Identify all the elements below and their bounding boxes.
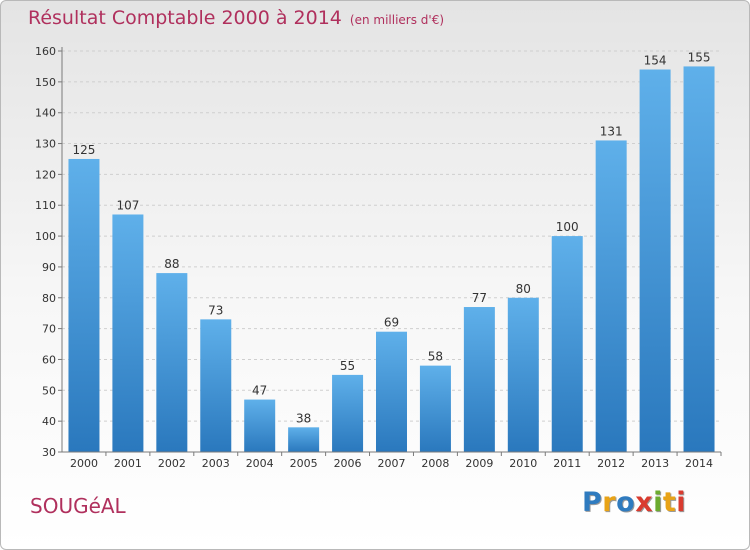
logo-letter: P bbox=[582, 487, 603, 518]
x-tick-label: 2004 bbox=[246, 457, 274, 470]
data-label: 38 bbox=[296, 411, 311, 425]
x-tick-label: 2011 bbox=[553, 457, 581, 470]
y-tick-label: 140 bbox=[35, 107, 56, 120]
data-label: 107 bbox=[116, 198, 139, 212]
chart-subtitle: (en milliers d'€) bbox=[349, 13, 445, 27]
data-label: 55 bbox=[340, 359, 355, 373]
data-label: 58 bbox=[428, 350, 443, 364]
data-label: 154 bbox=[644, 54, 667, 68]
data-label: 47 bbox=[252, 384, 267, 398]
data-label: 100 bbox=[556, 220, 579, 234]
y-tick-label: 70 bbox=[42, 323, 56, 336]
y-tick-label: 100 bbox=[35, 230, 56, 243]
logo-letter: t bbox=[662, 487, 677, 518]
bar bbox=[595, 140, 627, 452]
bar bbox=[112, 214, 144, 452]
x-tick-label: 2012 bbox=[597, 457, 625, 470]
bar bbox=[288, 427, 320, 452]
y-tick-label: 60 bbox=[42, 353, 56, 366]
chart-title: Résultat Comptable 2000 à 2014 (en millie… bbox=[28, 7, 444, 29]
bar bbox=[639, 69, 671, 452]
y-tick-label: 160 bbox=[35, 45, 56, 58]
data-label: 80 bbox=[516, 282, 531, 296]
y-tick-label: 30 bbox=[42, 446, 56, 459]
logo-letter: x bbox=[635, 487, 654, 518]
y-tick-label: 130 bbox=[35, 138, 56, 151]
x-tick-label: 2000 bbox=[70, 457, 98, 470]
x-tick-label: 2003 bbox=[202, 457, 230, 470]
x-tick-label: 2006 bbox=[334, 457, 362, 470]
bar bbox=[551, 236, 583, 452]
x-tick-label: 2009 bbox=[465, 457, 493, 470]
x-tick-label: 2014 bbox=[685, 457, 713, 470]
bar bbox=[156, 273, 188, 452]
y-tick-label: 120 bbox=[35, 168, 56, 181]
logo-letter: r bbox=[602, 487, 617, 518]
x-tick-label: 2005 bbox=[290, 457, 318, 470]
data-label: 88 bbox=[164, 257, 179, 271]
bar bbox=[463, 307, 495, 452]
bars bbox=[68, 66, 715, 452]
y-tick-label: 150 bbox=[35, 76, 56, 89]
y-tick-label: 90 bbox=[42, 261, 56, 274]
y-tick-label: 50 bbox=[42, 384, 56, 397]
y-tick-label: 110 bbox=[35, 199, 56, 212]
bar bbox=[200, 319, 232, 452]
x-tick-label: 2002 bbox=[158, 457, 186, 470]
logo-letter: i bbox=[653, 487, 663, 518]
data-label: 69 bbox=[384, 316, 399, 330]
bar bbox=[376, 331, 407, 452]
x-tick-label: 2007 bbox=[378, 457, 406, 470]
bar bbox=[332, 374, 364, 452]
y-tick-label: 40 bbox=[42, 415, 56, 428]
logo-letter: o bbox=[616, 487, 636, 518]
data-label: 77 bbox=[472, 291, 487, 305]
chart-title-main: Résultat Comptable 2000 à 2014 bbox=[28, 7, 342, 29]
data-label: 155 bbox=[688, 50, 711, 64]
bar bbox=[68, 158, 100, 452]
labels: 30 40 50 60 70 80 90 100 110 120 130 140 150 160 125 20… bbox=[35, 45, 713, 470]
x-tick-label: 2013 bbox=[641, 457, 669, 470]
place-name: SOUGéAL bbox=[30, 494, 126, 518]
x-tick-label: 2010 bbox=[509, 457, 537, 470]
data-label: 73 bbox=[208, 303, 223, 317]
data-label: 125 bbox=[73, 143, 96, 157]
bar bbox=[244, 399, 276, 452]
axes bbox=[58, 47, 722, 456]
bar bbox=[683, 66, 715, 452]
proxiti-logo: Proxiti bbox=[582, 487, 686, 518]
data-label: 131 bbox=[600, 124, 623, 138]
bar bbox=[419, 365, 451, 452]
bar bbox=[507, 297, 539, 452]
logo-letter: i bbox=[676, 487, 687, 518]
y-tick-label: 80 bbox=[42, 292, 56, 305]
x-tick-label: 2001 bbox=[114, 457, 142, 470]
x-tick-label: 2008 bbox=[421, 457, 449, 470]
